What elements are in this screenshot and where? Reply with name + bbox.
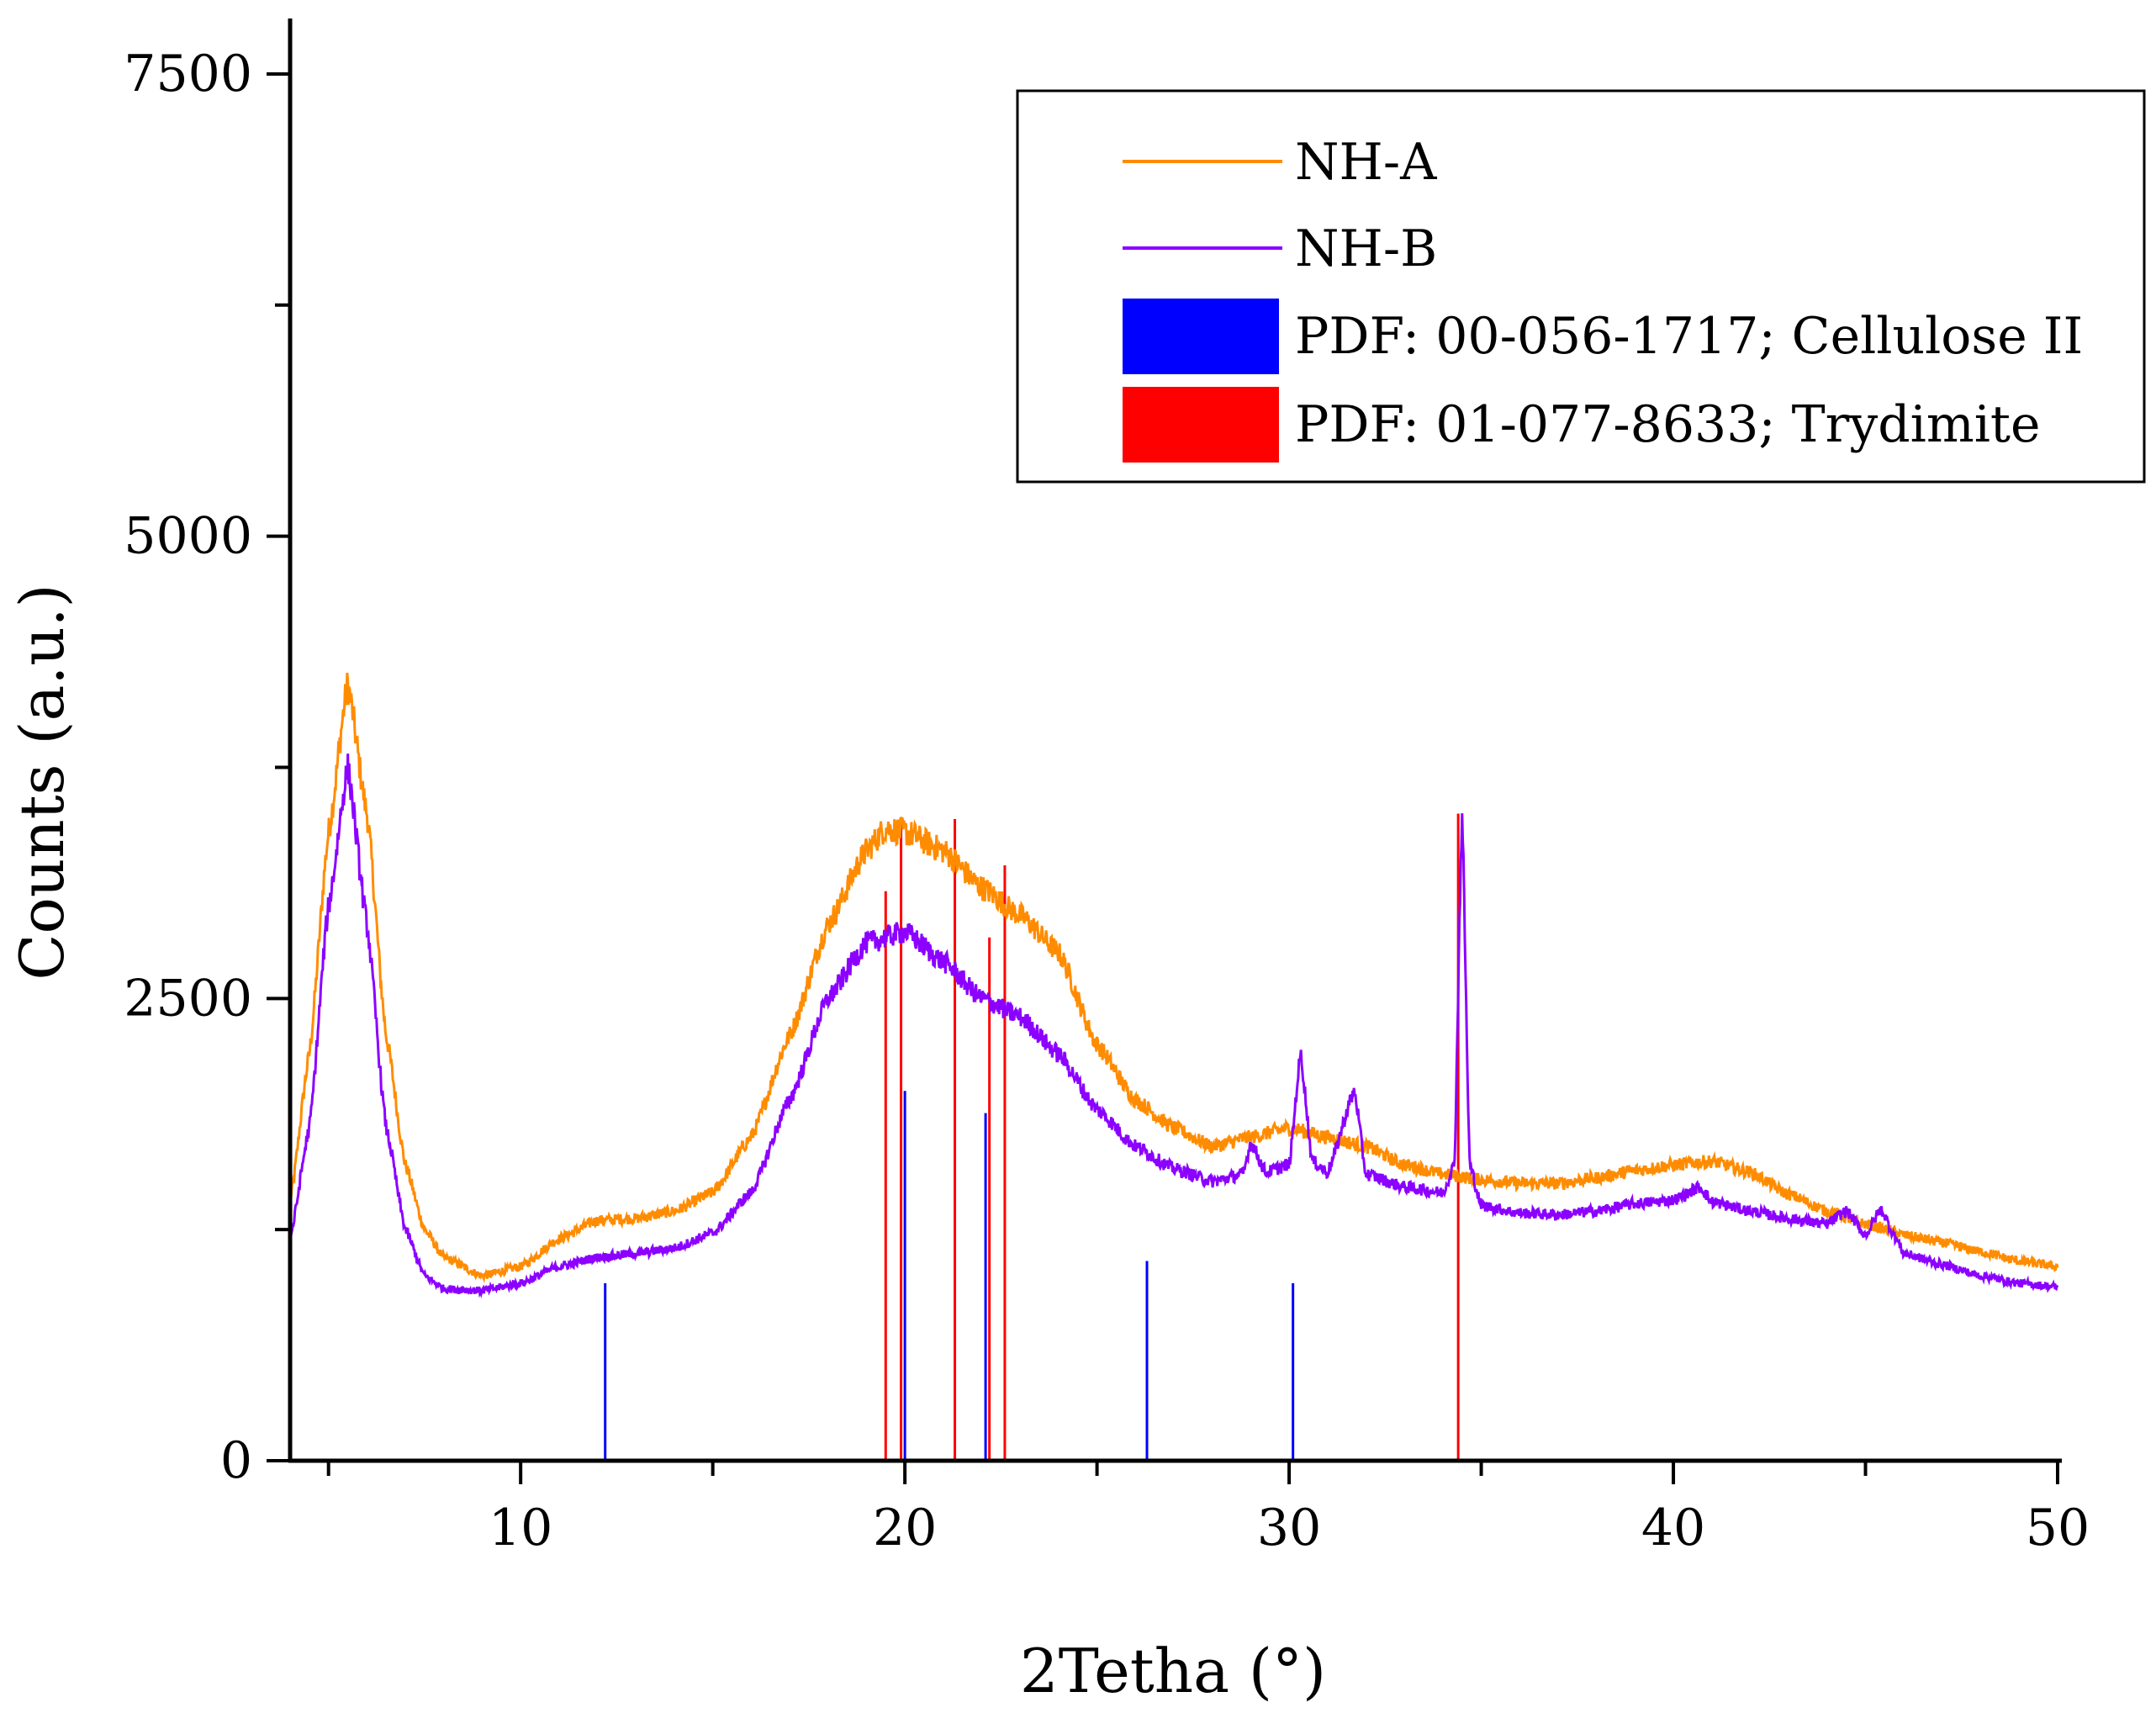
legend-label-trydimite: PDF: 01-077-8633; Trydimite bbox=[1295, 395, 2041, 454]
legend-label-nh-a: NH-A bbox=[1295, 133, 1437, 192]
x-tick-label-50: 50 bbox=[2026, 1499, 2090, 1557]
x-tick-label-30: 30 bbox=[1257, 1499, 1321, 1557]
legend-label-cellulose: PDF: 00-056-1717; Cellulose II bbox=[1295, 307, 2083, 366]
x-tick-label-10: 10 bbox=[489, 1499, 552, 1557]
x-tick-label-40: 40 bbox=[1641, 1499, 1705, 1557]
y-axis-title: Counts (a.u.) bbox=[7, 584, 77, 980]
y-tick-label-7500: 7500 bbox=[124, 45, 252, 103]
legend-swatch-cellulose bbox=[1123, 299, 1279, 374]
ticks: 10 20 30 40 50 0 2500 5000 7500 bbox=[124, 45, 2090, 1557]
legend-box bbox=[1016, 89, 2146, 484]
plot-area bbox=[288, 672, 2059, 1461]
y-tick-label-0: 0 bbox=[220, 1431, 252, 1490]
x-axis-title: 2Tetha (°) bbox=[1020, 1636, 1326, 1706]
legend-label-nh-b: NH-B bbox=[1295, 219, 1437, 278]
y-tick-label-5000: 5000 bbox=[124, 507, 252, 566]
y-tick-label-2500: 2500 bbox=[124, 969, 252, 1028]
x-tick-label-20: 20 bbox=[873, 1499, 937, 1557]
series-line-nh-b bbox=[288, 753, 2059, 1298]
legend-swatch-trydimite bbox=[1123, 387, 1279, 463]
axes bbox=[288, 19, 2062, 1463]
series-line-nh-a bbox=[289, 672, 2059, 1283]
legend: NH-A NH-B PDF: 00-056-1717; Cellulose II… bbox=[1016, 89, 2146, 484]
